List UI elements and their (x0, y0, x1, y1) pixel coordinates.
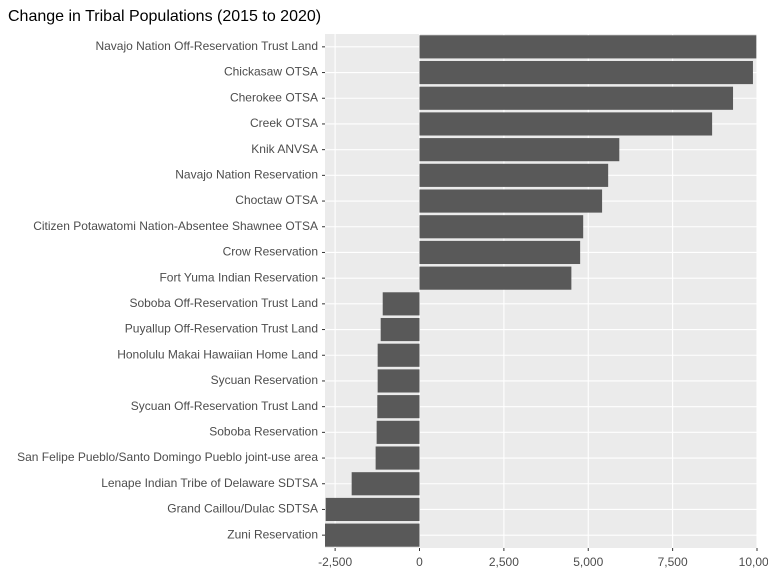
y-tick-label: Creek OTSA (250, 116, 318, 130)
x-tick-label: 0 (416, 555, 423, 569)
y-tick-label: Knik ANVSA (251, 142, 318, 156)
bar (377, 395, 420, 419)
y-tick-label: Sycuan Off-Reservation Trust Land (131, 399, 318, 413)
x-tick-label: 2,500 (489, 555, 519, 569)
bar (377, 343, 420, 367)
x-tick-label: 7,500 (658, 555, 688, 569)
y-tick-label: Zuni Reservation (227, 527, 318, 541)
y-tick-label: Navajo Nation Reservation (175, 168, 318, 182)
y-tick-label: Navajo Nation Off-Reservation Trust Land (95, 39, 318, 53)
bar (380, 317, 420, 342)
y-tick-label: Lenape Indian Tribe of Delaware SDTSA (101, 476, 318, 490)
y-tick-label: Choctaw OTSA (235, 193, 318, 207)
x-tick-label: 10,000 (739, 555, 768, 569)
bar (419, 35, 757, 59)
y-tick-label: Cherokee OTSA (230, 90, 318, 104)
y-tick-label: San Felipe Pueblo/Santo Domingo Pueblo j… (17, 450, 318, 464)
bar (377, 369, 420, 393)
y-tick-label: Fort Yuma Indian Reservation (159, 270, 318, 284)
y-tick-label: Soboba Off-Reservation Trust Land (129, 296, 318, 310)
y-tick-label: Puyallup Off-Reservation Trust Land (125, 322, 318, 336)
bar (351, 472, 420, 496)
y-tick-label: Crow Reservation (223, 245, 318, 259)
bar (419, 138, 620, 162)
bar (419, 163, 609, 187)
bar (419, 86, 734, 110)
bar (419, 215, 584, 239)
x-tick-label: -2,500 (318, 555, 352, 569)
bar (419, 112, 713, 136)
bar (419, 189, 603, 213)
bar (325, 523, 420, 547)
bar (419, 240, 581, 265)
y-tick-label: Grand Caillou/Dulac SDTSA (167, 502, 318, 516)
chart-title: Change in Tribal Populations (2015 to 20… (8, 8, 321, 25)
bar (419, 60, 753, 85)
bar (375, 446, 420, 470)
y-tick-label: Soboba Reservation (209, 425, 318, 439)
bar (382, 292, 420, 316)
bar (419, 266, 572, 290)
plot-panel (325, 34, 757, 548)
y-tick-label: Citizen Potawatomi Nation-Absentee Shawn… (33, 219, 318, 233)
bar (325, 497, 420, 522)
x-tick-label: 5,000 (573, 555, 603, 569)
y-tick-label: Sycuan Reservation (211, 373, 318, 387)
y-tick-label: Honolulu Makai Hawaiian Home Land (117, 347, 318, 361)
y-tick-label: Chickasaw OTSA (224, 65, 318, 79)
bar (376, 420, 420, 444)
